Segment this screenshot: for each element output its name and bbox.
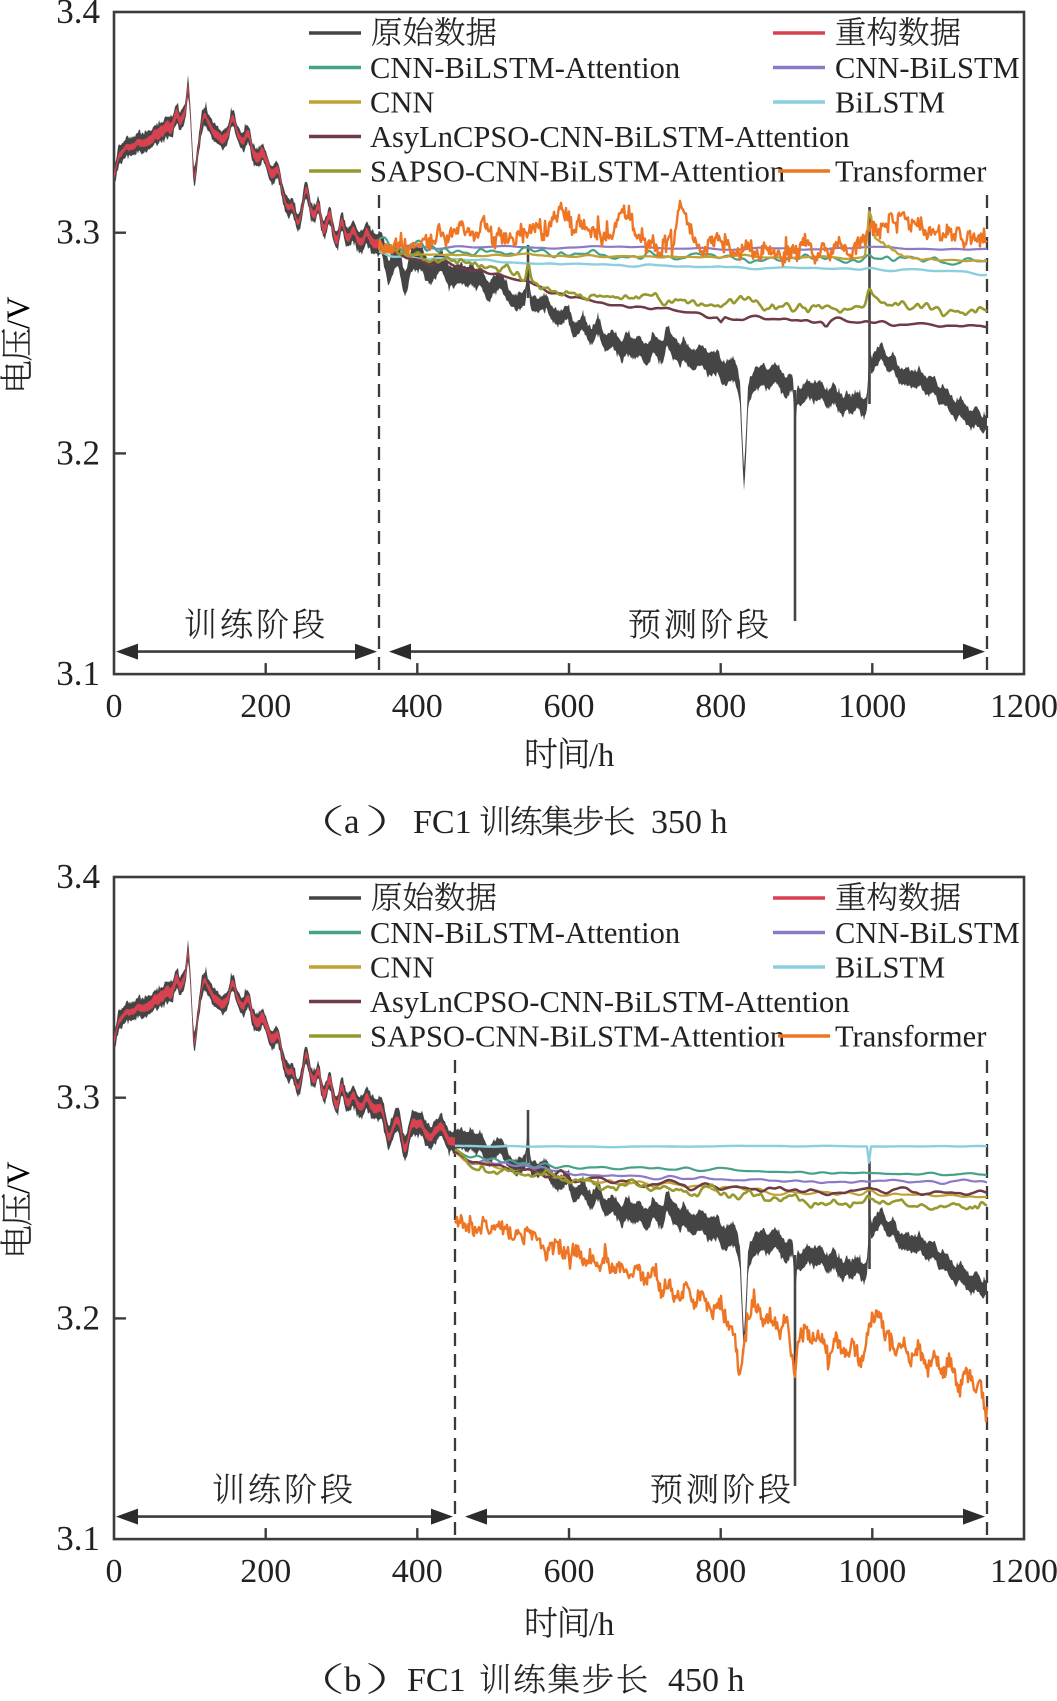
svg-text:BiLSTM: BiLSTM: [835, 86, 945, 120]
svg-text:450 h: 450 h: [668, 1662, 745, 1696]
svg-text:3.2: 3.2: [56, 1298, 100, 1337]
svg-text:a: a: [344, 802, 360, 841]
svg-text:FC1: FC1: [407, 1662, 466, 1696]
svg-text:b: b: [344, 1660, 362, 1696]
svg-text:CNN: CNN: [370, 86, 434, 120]
svg-text:1200: 1200: [990, 688, 1057, 725]
svg-text:Transformer: Transformer: [835, 155, 986, 189]
svg-text:CNN-BiLSTM-Attention: CNN-BiLSTM-Attention: [370, 916, 680, 950]
svg-text:800: 800: [695, 1553, 746, 1590]
svg-text:3.2: 3.2: [56, 433, 100, 472]
svg-text:0: 0: [106, 1553, 123, 1590]
svg-text:FC1: FC1: [413, 804, 472, 841]
svg-text:BiLSTM: BiLSTM: [835, 951, 945, 985]
svg-text:SAPSO-CNN-BiLSTM-Attention: SAPSO-CNN-BiLSTM-Attention: [370, 1020, 785, 1054]
svg-text:AsyLnCPSO-CNN-BiLSTM-Attention: AsyLnCPSO-CNN-BiLSTM-Attention: [370, 120, 850, 154]
svg-text:3.4: 3.4: [56, 857, 100, 896]
svg-text:3.3: 3.3: [56, 213, 100, 252]
svg-text:3.3: 3.3: [56, 1078, 100, 1117]
svg-text:CNN-BiLSTM: CNN-BiLSTM: [835, 51, 1020, 85]
svg-text:600: 600: [544, 688, 595, 725]
svg-text:/h: /h: [589, 1607, 614, 1643]
svg-text:1200: 1200: [990, 1553, 1057, 1590]
svg-text:0: 0: [106, 688, 123, 725]
svg-text:350 h: 350 h: [651, 804, 728, 841]
svg-text:1000: 1000: [838, 1553, 906, 1590]
svg-text:3.1: 3.1: [56, 654, 100, 693]
svg-text:400: 400: [392, 1553, 443, 1590]
svg-text:CNN: CNN: [370, 951, 434, 985]
svg-text:1000: 1000: [838, 688, 906, 725]
svg-text:SAPSO-CNN-BiLSTM-Attention: SAPSO-CNN-BiLSTM-Attention: [370, 155, 785, 189]
svg-text:CNN-BiLSTM-Attention: CNN-BiLSTM-Attention: [370, 51, 680, 85]
svg-text:800: 800: [695, 688, 746, 725]
svg-text:/V: /V: [1, 296, 37, 329]
svg-text:AsyLnCPSO-CNN-BiLSTM-Attention: AsyLnCPSO-CNN-BiLSTM-Attention: [370, 985, 850, 1019]
svg-text:3.4: 3.4: [56, 0, 100, 31]
svg-text:200: 200: [240, 1553, 291, 1590]
svg-text:CNN-BiLSTM: CNN-BiLSTM: [835, 916, 1020, 950]
svg-text:Transformer: Transformer: [835, 1020, 986, 1054]
svg-text:/V: /V: [1, 1161, 37, 1194]
svg-text:600: 600: [544, 1553, 595, 1590]
svg-text:400: 400: [392, 688, 443, 725]
svg-text:3.1: 3.1: [56, 1519, 100, 1558]
svg-text:200: 200: [240, 688, 291, 725]
svg-text:/h: /h: [589, 738, 614, 774]
